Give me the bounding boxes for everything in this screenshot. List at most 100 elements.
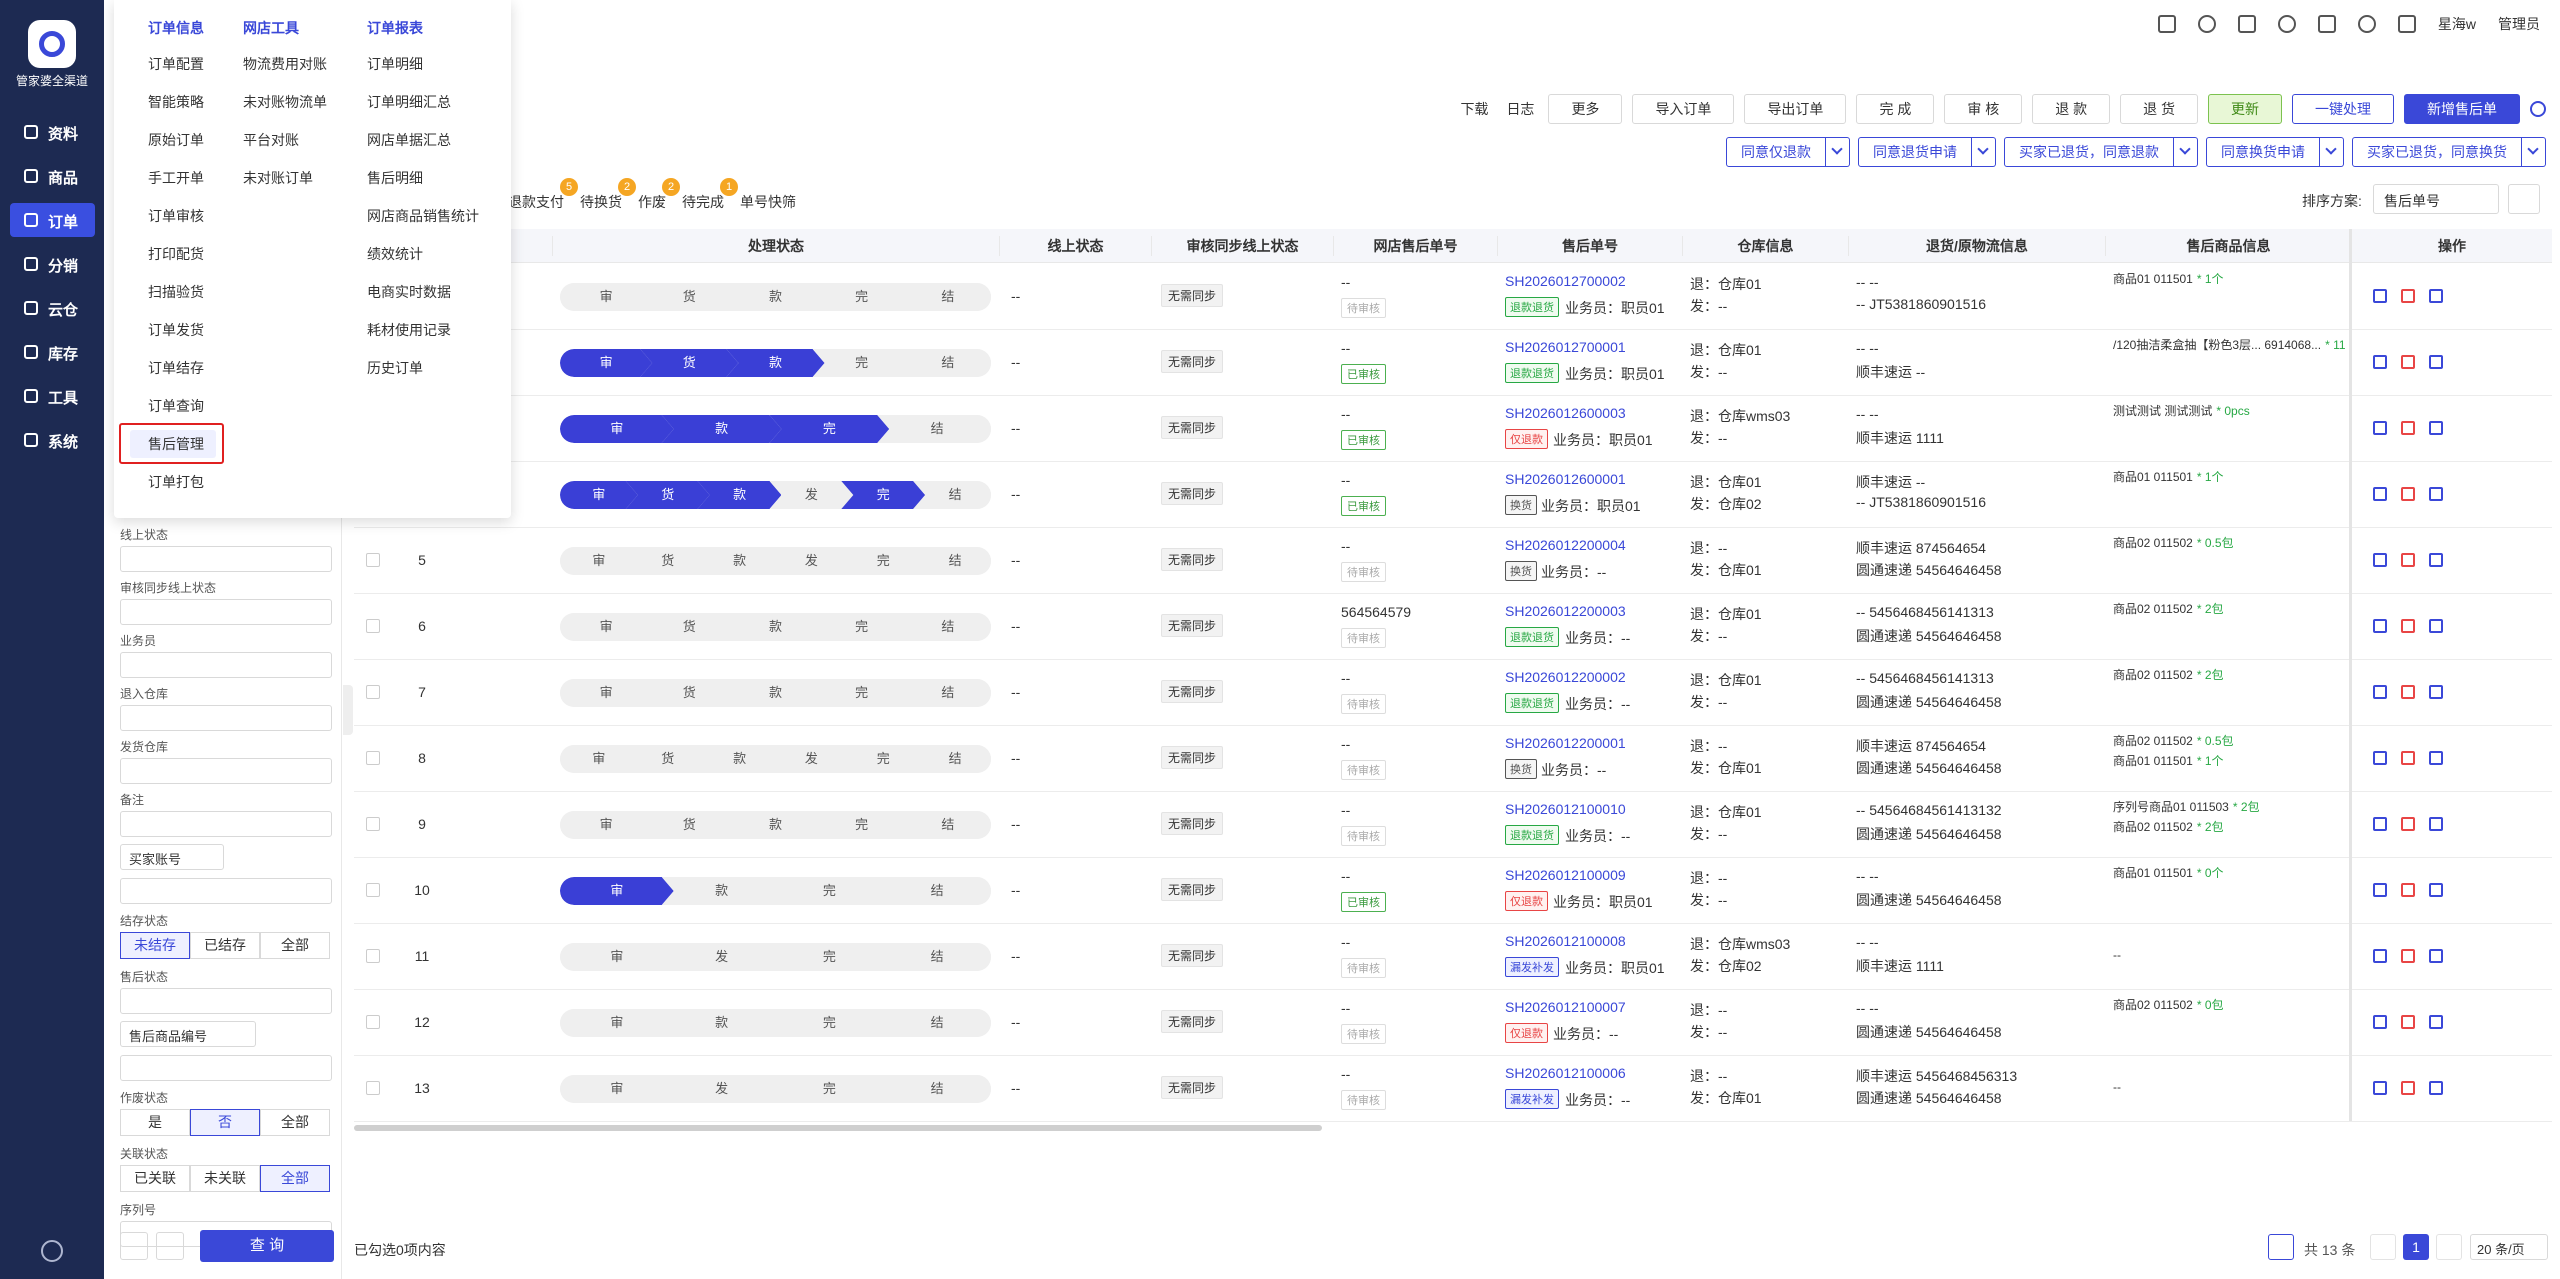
filter-input[interactable]: [120, 546, 332, 572]
op-icon[interactable]: [2429, 487, 2443, 501]
toolbar-link[interactable]: 日志: [1506, 101, 1535, 117]
nav-item[interactable]: 库存: [10, 335, 95, 369]
top-icon[interactable]: [2157, 15, 2176, 33]
op-icon[interactable]: [2401, 1015, 2415, 1029]
aftersale-no[interactable]: SH2026012600003: [1505, 405, 1626, 421]
menu-item[interactable]: 电商实时数据: [367, 284, 451, 300]
segment-option[interactable]: 全部: [260, 1165, 330, 1192]
prev-page[interactable]: [2370, 1234, 2396, 1260]
action-button[interactable]: 同意仅退款: [1726, 137, 1826, 167]
op-icon[interactable]: [2373, 1081, 2387, 1095]
action-dropdown[interactable]: [2320, 137, 2344, 167]
checkbox[interactable]: [366, 685, 380, 699]
action-button[interactable]: 买家已退货，同意退款: [2004, 137, 2174, 167]
action-dropdown[interactable]: [2174, 137, 2198, 167]
menu-item[interactable]: 订单审核: [148, 208, 204, 224]
aftersale-no[interactable]: SH2026012200002: [1505, 669, 1626, 685]
filter-input[interactable]: [120, 1055, 332, 1081]
aftersale-no[interactable]: SH2026012200003: [1505, 603, 1626, 619]
tab[interactable]: 单号快筛: [740, 188, 796, 212]
menu-item[interactable]: 订单配置: [148, 56, 204, 72]
action-dropdown[interactable]: [1826, 137, 1850, 167]
action-dropdown[interactable]: [2522, 137, 2546, 167]
op-icon[interactable]: [2401, 421, 2415, 435]
user-name[interactable]: 管理员: [2498, 16, 2540, 32]
op-icon[interactable]: [2373, 355, 2387, 369]
refresh-button[interactable]: [2268, 1234, 2294, 1260]
filter-input[interactable]: [120, 705, 332, 731]
nav-item[interactable]: 分销: [10, 247, 95, 281]
op-icon[interactable]: [2401, 355, 2415, 369]
aftersale-no[interactable]: SH2026012200004: [1505, 537, 1626, 553]
toolbar-button[interactable]: 审 核: [1944, 94, 2023, 124]
op-icon[interactable]: [2401, 949, 2415, 963]
menu-item[interactable]: 订单明细汇总: [367, 94, 451, 110]
menu-item[interactable]: 订单打包: [148, 474, 204, 490]
top-icon[interactable]: [2357, 15, 2376, 33]
segment-option[interactable]: 未关联: [190, 1165, 260, 1192]
nav-item[interactable]: 云仓: [10, 291, 95, 325]
action-button[interactable]: 同意退货申请: [1858, 137, 1972, 167]
op-icon[interactable]: [2429, 1081, 2443, 1095]
toolbar-link[interactable]: 下载: [1460, 101, 1489, 117]
tab[interactable]: 作废 2: [638, 178, 680, 212]
aftersale-no[interactable]: SH2026012700002: [1505, 273, 1626, 289]
segment-option[interactable]: 未结存: [120, 932, 190, 959]
nav-item[interactable]: 系统: [10, 423, 95, 457]
checkbox[interactable]: [366, 553, 380, 567]
op-icon[interactable]: [2401, 751, 2415, 765]
aftersale-no[interactable]: SH2026012700001: [1505, 339, 1626, 355]
filter-select[interactable]: 买家账号: [120, 844, 224, 870]
page-size[interactable]: 20 条/页: [2470, 1234, 2548, 1260]
menu-item[interactable]: 手工开单: [148, 170, 204, 186]
segment-option[interactable]: 是: [120, 1109, 190, 1136]
checkbox[interactable]: [366, 949, 380, 963]
op-icon[interactable]: [2401, 487, 2415, 501]
op-icon[interactable]: [2401, 685, 2415, 699]
op-icon[interactable]: [2429, 355, 2443, 369]
op-icon[interactable]: [2429, 949, 2443, 963]
op-icon[interactable]: [2429, 883, 2443, 897]
current-page[interactable]: 1: [2403, 1234, 2429, 1260]
op-icon[interactable]: [2429, 1015, 2443, 1029]
filter-input[interactable]: [120, 652, 332, 678]
aftersale-no[interactable]: SH2026012100006: [1505, 1065, 1626, 1081]
op-icon[interactable]: [2373, 553, 2387, 567]
filter-input[interactable]: [120, 811, 332, 837]
aftersale-no[interactable]: SH2026012200001: [1505, 735, 1626, 751]
sort-select[interactable]: 售后单号: [2373, 184, 2499, 214]
op-icon[interactable]: [2373, 1015, 2387, 1029]
menu-item[interactable]: 平台对账: [243, 132, 299, 148]
op-icon[interactable]: [2401, 553, 2415, 567]
op-icon[interactable]: [2373, 883, 2387, 897]
segment-option[interactable]: 已关联: [120, 1165, 190, 1192]
toolbar-button[interactable]: 更多: [1548, 94, 1623, 124]
aftersale-no[interactable]: SH2026012100010: [1505, 801, 1626, 817]
menu-item[interactable]: 网店单据汇总: [367, 132, 451, 148]
op-icon[interactable]: [2429, 553, 2443, 567]
menu-item[interactable]: 售后明细: [367, 170, 423, 186]
segment-option[interactable]: 全部: [260, 932, 330, 959]
segment-option[interactable]: 否: [190, 1109, 260, 1136]
menu-item[interactable]: 订单明细: [367, 56, 423, 72]
op-icon[interactable]: [2373, 421, 2387, 435]
filter-select[interactable]: 售后商品编号: [120, 1021, 256, 1047]
reset-icon[interactable]: [120, 1232, 148, 1260]
op-icon[interactable]: [2373, 949, 2387, 963]
checkbox[interactable]: [366, 751, 380, 765]
action-button[interactable]: 同意换货申请: [2206, 137, 2320, 167]
menu-item[interactable]: 订单发货: [148, 322, 204, 338]
gear-icon[interactable]: [2530, 101, 2546, 117]
top-icon[interactable]: [2277, 15, 2296, 33]
menu-item[interactable]: 历史订单: [367, 360, 423, 376]
menu-item[interactable]: 耗材使用记录: [367, 322, 451, 338]
toolbar-button[interactable]: 导出订单: [1744, 94, 1847, 124]
next-page[interactable]: [2436, 1234, 2462, 1260]
op-icon[interactable]: [2429, 751, 2443, 765]
action-button[interactable]: 买家已退货，同意换货: [2352, 137, 2522, 167]
shop-name[interactable]: 星海w: [2437, 16, 2476, 32]
settings-icon[interactable]: [41, 1240, 63, 1262]
op-icon[interactable]: [2429, 421, 2443, 435]
nav-item[interactable]: 商品: [10, 159, 95, 193]
menu-item[interactable]: 未对账订单: [243, 170, 313, 186]
